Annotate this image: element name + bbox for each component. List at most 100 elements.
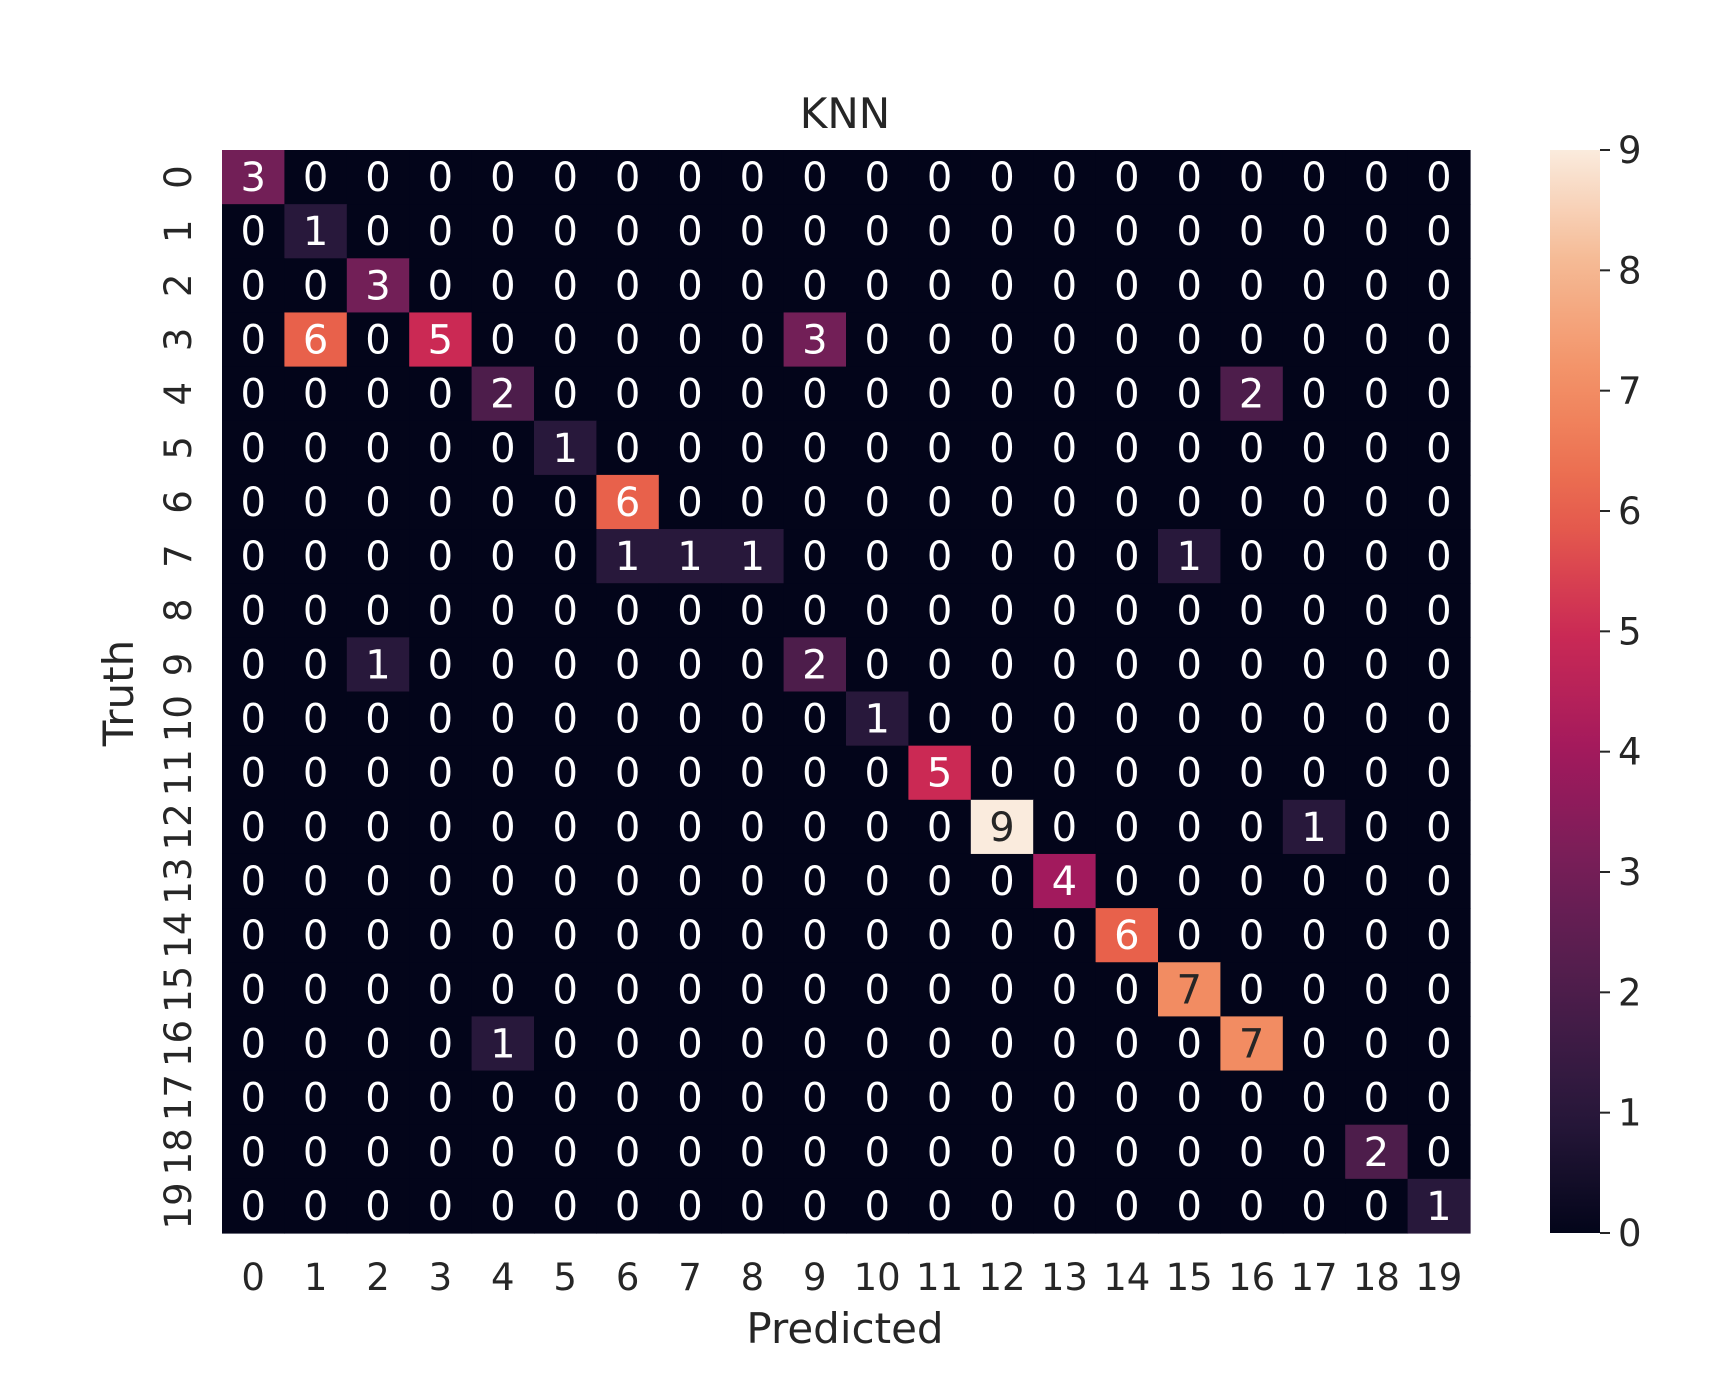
- heatmap-cell-r3-c15: [1158, 312, 1221, 368]
- heatmap-cell-r16-c12: [970, 1016, 1034, 1072]
- cell-value-r17-c13: 0: [1052, 1076, 1077, 1122]
- cell-value-r19-c4: 0: [490, 1184, 515, 1230]
- cell-value-r13-c17: 0: [1301, 859, 1326, 905]
- heatmap-cell-r15-c3: [409, 962, 473, 1017]
- cell-value-r1-c0: 0: [240, 209, 265, 255]
- x-tick-label-10: 10: [854, 1256, 901, 1299]
- heatmap-cell-r6-c5: [534, 474, 597, 530]
- heatmap-cell-r1-c4: [471, 204, 535, 259]
- cell-value-r18-c8: 0: [740, 1130, 765, 1176]
- colorbar-tick-label-5: 5: [1618, 610, 1642, 653]
- heatmap-cell-r7-c9: [783, 529, 847, 584]
- cell-value-r16-c8: 0: [740, 1021, 765, 1067]
- heatmap-cell-r0-c13: [1033, 150, 1097, 205]
- heatmap-cell-r5-c17: [1282, 420, 1346, 476]
- heatmap-cell-r1-c17: [1282, 204, 1346, 259]
- heatmap-cell-r16-c10: [846, 1016, 909, 1072]
- colorbar-tick-label-8: 8: [1618, 249, 1642, 292]
- cell-value-r13-c9: 0: [802, 859, 827, 905]
- cell-value-r13-c1: 0: [303, 859, 328, 905]
- cell-value-r2-c6: 0: [615, 263, 640, 309]
- heatmap-cell-r16-c1: [284, 1016, 348, 1072]
- heatmap-cell-r8-c9: [783, 583, 847, 638]
- y-tick-label-1: 1: [157, 219, 200, 243]
- heatmap-cell-r0-c0: [222, 150, 285, 205]
- heatmap-cell-r7-c6: [596, 529, 660, 584]
- heatmap-cell-r4-c18: [1345, 366, 1409, 422]
- cell-value-r12-c11: 0: [927, 805, 952, 851]
- cell-value-r1-c18: 0: [1364, 209, 1389, 255]
- heatmap-cell-r4-c6: [596, 366, 660, 422]
- heatmap-cell-r5-c12: [970, 420, 1034, 476]
- heatmap-cell-r1-c5: [534, 204, 597, 259]
- cell-value-r15-c13: 0: [1052, 967, 1077, 1013]
- heatmap-cell-r0-c12: [970, 150, 1034, 205]
- heatmap-cell-r15-c18: [1345, 962, 1409, 1017]
- cell-value-r4-c8: 0: [740, 372, 765, 418]
- heatmap-cell-r14-c17: [1282, 908, 1346, 963]
- heatmap-cell-r13-c18: [1345, 853, 1409, 909]
- x-tick-label-16: 16: [1228, 1256, 1275, 1299]
- cell-value-r12-c1: 0: [303, 805, 328, 851]
- cell-value-r6-c11: 0: [927, 480, 952, 526]
- heatmap-cell-r2-c15: [1158, 258, 1221, 314]
- heatmap-cell-r5-c1: [284, 420, 348, 476]
- heatmap-cell-r17-c15: [1158, 1070, 1221, 1126]
- cell-value-r17-c0: 0: [240, 1076, 265, 1122]
- cell-value-r18-c3: 0: [428, 1130, 453, 1176]
- cell-value-r6-c9: 0: [802, 480, 827, 526]
- cell-value-r2-c13: 0: [1052, 263, 1077, 309]
- heatmap-cell-r19-c10: [846, 1178, 909, 1234]
- cell-value-r18-c5: 0: [552, 1130, 577, 1176]
- cell-value-r18-c14: 0: [1114, 1130, 1139, 1176]
- heatmap-cell-r17-c2: [346, 1070, 410, 1126]
- cell-value-r13-c0: 0: [240, 859, 265, 905]
- heatmap-cell-r12-c0: [222, 799, 285, 855]
- cell-value-r13-c19: 0: [1426, 859, 1451, 905]
- heatmap-cell-r5-c14: [1095, 420, 1159, 476]
- y-tick-label-16: 16: [157, 1020, 200, 1067]
- heatmap-cell-r10-c9: [783, 691, 847, 747]
- colorbar-tick-label-6: 6: [1618, 490, 1642, 533]
- heatmap-cell-r9-c3: [409, 637, 473, 693]
- heatmap-cell-r18-c10: [846, 1124, 909, 1180]
- heatmap-cell-r11-c12: [970, 745, 1034, 801]
- heatmap-cell-r4-c14: [1095, 366, 1159, 422]
- heatmap-cell-r6-c1: [284, 474, 348, 530]
- heatmap-cell-r1-c0: [222, 204, 285, 259]
- cell-value-r10-c9: 0: [802, 697, 827, 743]
- cell-value-r17-c10: 0: [864, 1076, 889, 1122]
- cell-value-r10-c17: 0: [1301, 697, 1326, 743]
- cell-value-r6-c8: 0: [740, 480, 765, 526]
- cell-value-r2-c14: 0: [1114, 263, 1139, 309]
- heatmap-cell-r6-c7: [658, 474, 722, 530]
- cell-value-r5-c3: 0: [428, 426, 453, 472]
- cell-value-r13-c16: 0: [1239, 859, 1264, 905]
- cell-value-r11-c4: 0: [490, 751, 515, 797]
- cell-value-r14-c14: 6: [1114, 913, 1139, 959]
- cell-value-r1-c8: 0: [740, 209, 765, 255]
- heatmap-cell-r12-c3: [409, 799, 473, 855]
- heatmap-cell-r16-c8: [721, 1016, 785, 1072]
- cell-value-r13-c10: 0: [864, 859, 889, 905]
- heatmap-cell-r9-c9: [783, 637, 847, 693]
- heatmap-cell-r14-c7: [658, 908, 722, 963]
- heatmap-cell-r10-c4: [471, 691, 535, 747]
- heatmap-cell-r16-c6: [596, 1016, 660, 1072]
- cell-value-r3-c18: 0: [1364, 318, 1389, 364]
- heatmap-cell-r10-c15: [1158, 691, 1221, 747]
- cell-value-r0-c7: 0: [677, 155, 702, 201]
- cell-value-r13-c3: 0: [428, 859, 453, 905]
- cell-value-r19-c12: 0: [989, 1184, 1014, 1230]
- cell-value-r8-c10: 0: [864, 588, 889, 634]
- cell-value-r1-c17: 0: [1301, 209, 1326, 255]
- cell-value-r7-c16: 0: [1239, 534, 1264, 580]
- cell-value-r5-c1: 0: [303, 426, 328, 472]
- cell-value-r16-c0: 0: [240, 1021, 265, 1067]
- heatmap-cell-r15-c13: [1033, 962, 1097, 1017]
- colorbar: [1550, 150, 1600, 1233]
- cell-value-r18-c7: 0: [677, 1130, 702, 1176]
- heatmap-cell-r3-c17: [1282, 312, 1346, 368]
- heatmap-cell-r13-c14: [1095, 853, 1159, 909]
